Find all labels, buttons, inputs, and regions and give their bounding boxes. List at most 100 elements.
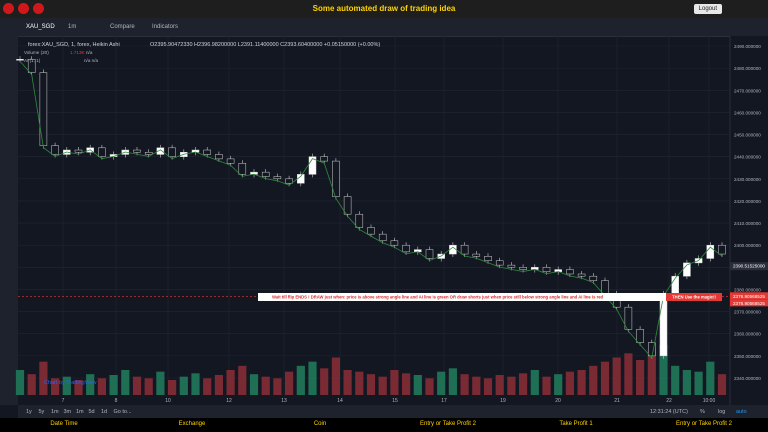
footer-column: Entry or Take Profit 2 [420,421,476,427]
volume-bar [27,374,36,395]
volume-bar [472,376,481,395]
level-label: 2376.90568525 [733,301,765,306]
candle-body [624,306,633,330]
price-label: 2390.51525000 [733,264,765,269]
volume-bar [671,365,680,395]
x-tick-label: 15 [392,398,398,404]
candle-body [355,213,364,228]
volume-bar [542,376,551,395]
candle-body [308,156,317,175]
volume-bar [249,374,259,395]
compare[interactable]: Compare [110,24,135,30]
range-button[interactable]: 5y [38,409,45,415]
legend-ohlc: O2395.90472330 H2396.98200000 L2391.1140… [150,42,380,48]
volume-bar [659,345,668,395]
candle-body [449,244,457,255]
candle-body [577,273,586,277]
candle-body [542,267,551,273]
range-button[interactable]: Go to... [113,409,132,415]
candle-body [203,149,211,155]
candle-body [425,249,434,259]
range-button[interactable]: 1m [51,409,59,415]
tool-column [0,18,18,405]
footer-column: Take Profit 1 [559,421,593,427]
volume-bar [51,378,60,395]
watermark: Chart by TradingView [44,380,97,386]
auto[interactable]: auto [736,409,747,415]
interval[interactable]: 1m [68,24,77,30]
y-tick-label: 2490.000000 [734,44,761,49]
candle-body [706,244,715,259]
range-button[interactable]: 1y [26,409,32,415]
x-tick-label: 10:00 [703,398,716,404]
candle-body [636,329,644,343]
volume-bar [191,373,200,395]
icon[interactable] [33,3,44,14]
candle-body [156,147,165,155]
volume-bar [320,368,329,395]
annotation-box [258,293,666,301]
volume-bar [343,370,352,395]
candle-body [51,145,59,155]
annotation-cta-box [666,293,722,301]
range-button[interactable]: 1m [76,409,84,415]
range-button[interactable]: 3m [63,409,72,415]
volume-bar [530,370,539,395]
x-tick-label: 10 [165,398,171,404]
log[interactable]: log [718,409,726,415]
candle-body [472,253,481,257]
volume-bar [331,357,340,395]
logout-button[interactable]: Logout [693,4,722,14]
volume-bar [109,375,118,395]
candle-body [402,244,410,253]
x-tick-label: 20 [555,398,561,404]
volume-bar [214,375,223,395]
volume-bar [612,357,621,395]
y-tick-label: 2450.000000 [734,133,761,138]
volume-bar [589,365,598,395]
volume-bar [144,378,153,395]
volume-bar [390,370,399,395]
symbol[interactable]: XAU_SGD [26,24,55,30]
volume-bar [554,374,563,395]
indicators[interactable]: Indicators [152,24,179,30]
y-tick-label: 2340.000000 [734,376,761,381]
percent[interactable]: % [700,409,705,415]
volume-bar [86,374,95,395]
volume-bar [355,371,364,395]
candle-body [238,163,247,175]
x-tick-label: 12 [226,398,232,404]
y-tick-label: 2410.000000 [734,221,761,226]
volume-bar [39,361,48,395]
x-tick-label: 7 [62,398,65,404]
footer: Date Time Exchange Coin Entry or Take Profi… [0,418,768,432]
volume-bar [366,374,376,395]
candle-body [98,147,106,157]
candle-body [460,244,469,255]
y-tick-label: 2380.000000 [734,287,761,292]
legend-main: forex:XAU_SGD, 1, forex, Heikin Ashi [28,42,120,48]
icon[interactable] [3,3,14,14]
volume-bar [706,361,715,395]
price-tag [730,262,768,271]
candle-body [601,280,609,295]
level-label: 2376.90568525 [733,294,765,299]
icon[interactable] [18,3,29,14]
footer-column: Entry or Take Profit 2 [676,421,732,427]
volume-bar [378,376,387,395]
range-button[interactable]: 5d [88,409,95,415]
volume-bar [261,376,270,395]
volume-bar [121,370,130,395]
candle-body [343,196,352,215]
volume-bar [308,361,317,395]
y-tick-label: 2480.000000 [734,66,761,71]
volume-bar [636,360,645,395]
y-tick-label: 2470.000000 [734,88,761,93]
candle-body [495,260,504,266]
candle-body [332,160,340,197]
candle-body [367,227,375,235]
volume-bar [694,371,703,395]
range-button[interactable]: 1d [101,409,108,415]
volume-bar [682,370,691,395]
